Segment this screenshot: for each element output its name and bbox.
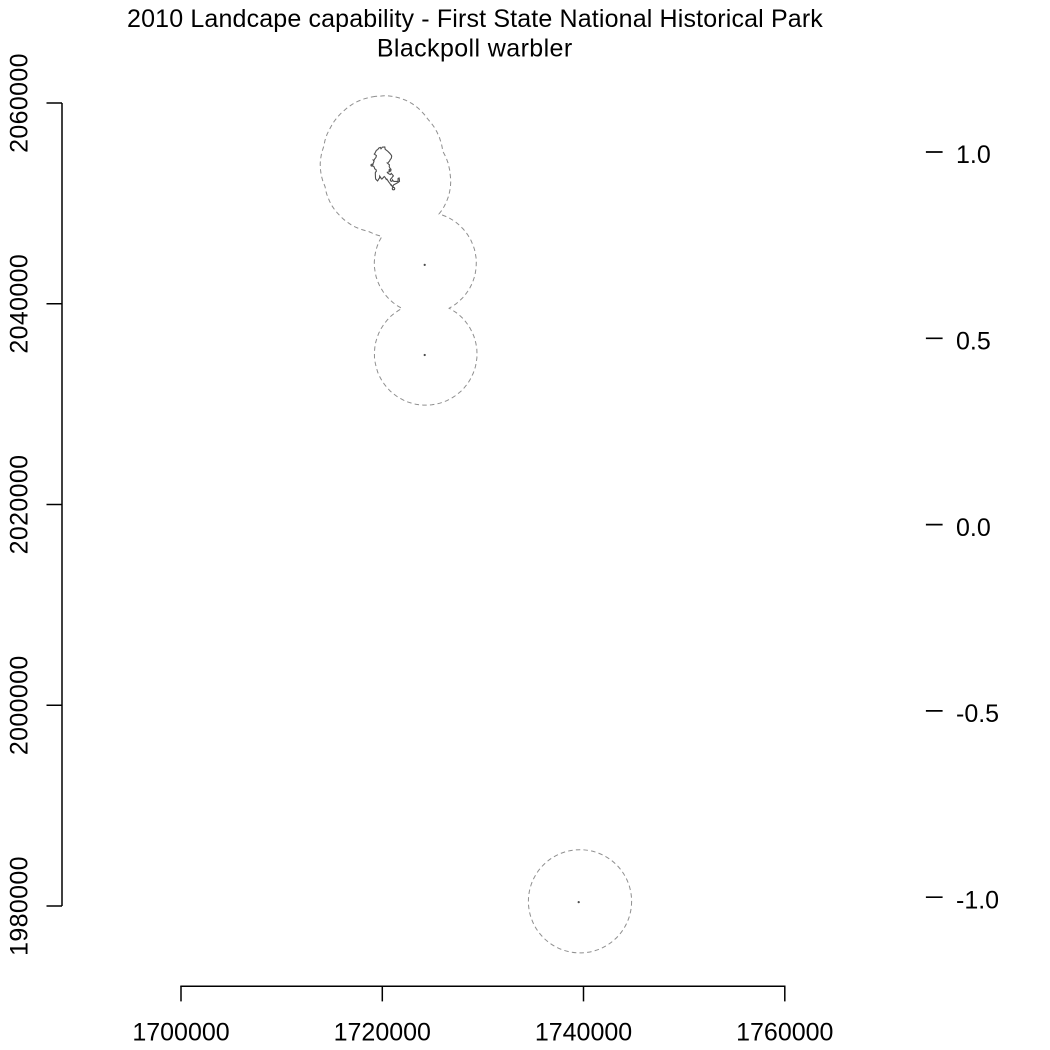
svg-text:1720000: 1720000	[334, 1019, 431, 1047]
svg-text:1.0: 1.0	[956, 141, 991, 169]
svg-text:1740000: 1740000	[535, 1019, 632, 1047]
svg-text:2010 Landcape capability - Fir: 2010 Landcape capability - First State N…	[127, 5, 823, 33]
svg-text:2000000: 2000000	[5, 655, 33, 755]
svg-text:2060000: 2060000	[5, 53, 33, 153]
svg-text:0.5: 0.5	[956, 328, 991, 356]
svg-text:2040000: 2040000	[5, 254, 33, 354]
svg-text:1980000: 1980000	[5, 856, 33, 956]
svg-text:Blackpoll warbler: Blackpoll warbler	[377, 35, 573, 63]
svg-text:-1.0: -1.0	[956, 886, 999, 914]
svg-text:2020000: 2020000	[5, 455, 33, 555]
svg-text:1760000: 1760000	[736, 1019, 833, 1047]
svg-text:1700000: 1700000	[132, 1019, 229, 1047]
svg-text:0.0: 0.0	[956, 514, 991, 542]
svg-text:-0.5: -0.5	[956, 700, 999, 728]
